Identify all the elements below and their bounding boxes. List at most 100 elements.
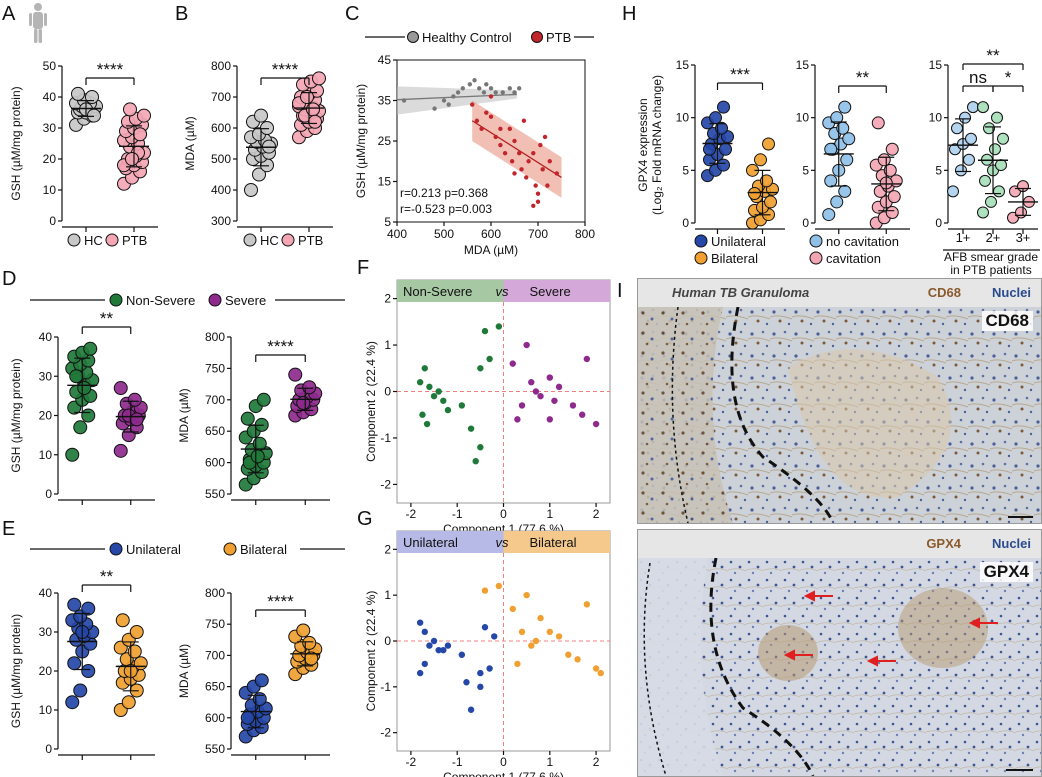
y-axis-title: Component 2 (22.4 %): [364, 341, 378, 462]
data-point-right: [555, 633, 563, 640]
data-point: [951, 122, 963, 135]
y-tick-label: -1: [380, 431, 391, 445]
y-tick-label: 0: [682, 216, 689, 230]
data-point: [963, 153, 975, 166]
y-tick-label: 600: [205, 711, 225, 725]
x-tick-label: -2: [406, 755, 417, 769]
data-point-left: [467, 706, 475, 713]
data-point: [69, 369, 84, 384]
data-point-ptb: [479, 126, 484, 132]
x-tick-label: 500: [434, 227, 454, 241]
y-tick-label: 30: [39, 625, 53, 639]
data-point-left: [416, 619, 424, 626]
data-point: [77, 381, 92, 396]
significance-label: ****: [267, 337, 294, 356]
data-point: [85, 90, 99, 104]
x-tick-label: 1: [546, 755, 553, 769]
data-point: [83, 341, 98, 356]
grade-caption-2: in PTB patients: [950, 263, 1031, 277]
data-point: [127, 392, 142, 407]
micro-title: Human TB Granuloma: [672, 285, 810, 300]
data-point-ptb: [526, 159, 531, 164]
x-category-label: 1+: [956, 230, 971, 245]
x-tick-label: -2: [406, 507, 417, 521]
y-tick-label: 800: [205, 586, 225, 600]
data-point-left: [423, 420, 431, 428]
data-point-ptb: [474, 118, 480, 123]
legend-marker-nonsevere: [109, 293, 123, 307]
data-point-right: [509, 605, 516, 613]
data-point-left: [430, 637, 438, 645]
y-axis-title: GSH (µM/mg protein): [9, 358, 23, 472]
y-tick-label: 0: [45, 742, 52, 756]
data-point: [296, 623, 311, 638]
data-point-right: [546, 416, 554, 423]
data-point-left: [421, 660, 428, 668]
arrow-head: [803, 590, 815, 602]
y-axis-title: MDA (µM): [177, 388, 191, 442]
data-point-hc: [467, 82, 473, 87]
data-point: [296, 395, 311, 410]
legend-marker-nocav: [809, 234, 823, 248]
data-point-right: [555, 383, 563, 391]
x-tick-label: 700: [528, 227, 548, 241]
panel-label: D: [2, 268, 16, 290]
panel-label: C: [345, 3, 359, 25]
data-point-ptb: [531, 203, 536, 208]
panel-label: I: [617, 280, 623, 302]
y-tick-label: 600: [211, 121, 231, 135]
y-tick-label: 5: [935, 163, 942, 177]
y-tick-label: 15: [796, 58, 810, 72]
data-point: [137, 108, 151, 123]
data-point-right: [592, 420, 600, 428]
data-point: [129, 625, 144, 639]
legend-label-hc: HC: [260, 233, 279, 248]
micro-header-cd68: Human TB Granuloma CD68 Nuclei: [638, 279, 1041, 307]
data-point: [715, 121, 728, 135]
data-point-left: [416, 379, 424, 386]
data-point-right: [481, 587, 489, 594]
confidence-band-hc: [397, 86, 517, 115]
data-point-right: [518, 402, 526, 409]
y-tick-label: 0: [384, 385, 391, 399]
data-point-ptb: [538, 142, 543, 148]
panel-label: A: [2, 3, 16, 25]
y-axis-title: GPX4 expression: [636, 98, 650, 191]
micro-panel-cd68: Human TB Granuloma CD68 Nuclei CD68: [637, 278, 1042, 524]
data-point-hc: [493, 90, 498, 95]
data-point: [121, 695, 136, 710]
nuclei-label-bottom: Nuclei: [991, 536, 1031, 551]
y-tick-label: 0: [802, 216, 809, 230]
data-point-ptb: [542, 134, 548, 140]
data-point-ptb: [509, 159, 515, 164]
data-point-left: [495, 323, 503, 330]
data-point-right: [583, 601, 591, 608]
data-point: [73, 420, 88, 435]
significance-label: ****: [267, 592, 294, 611]
data-point-right: [565, 651, 572, 658]
data-point-ptb: [470, 102, 475, 107]
data-point-ptb: [517, 150, 522, 156]
data-point-right: [532, 637, 540, 645]
data-point: [67, 597, 82, 612]
data-point: [838, 100, 852, 114]
granuloma-boundary: [709, 557, 815, 776]
y-tick-label: 25: [378, 134, 392, 148]
micro-tag-gpx4: GPX4: [979, 562, 1033, 582]
legend-label-ptb: PTB: [546, 30, 571, 45]
y-tick-label: 650: [205, 680, 225, 694]
y-tick-label: 40: [39, 330, 53, 344]
data-point-right: [495, 582, 503, 590]
data-point: [81, 408, 96, 423]
legend-marker-bilateral: [694, 251, 708, 265]
data-point-right: [583, 355, 591, 363]
banner-right: [503, 531, 610, 553]
data-point: [830, 195, 844, 209]
data-point-right: [518, 628, 526, 636]
data-point-left: [435, 646, 442, 654]
data-point-hc: [455, 90, 461, 95]
data-point: [762, 137, 775, 151]
data-point-left: [421, 628, 428, 636]
y-tick-label: 40: [39, 586, 53, 600]
y-tick-label: 650: [205, 424, 225, 438]
